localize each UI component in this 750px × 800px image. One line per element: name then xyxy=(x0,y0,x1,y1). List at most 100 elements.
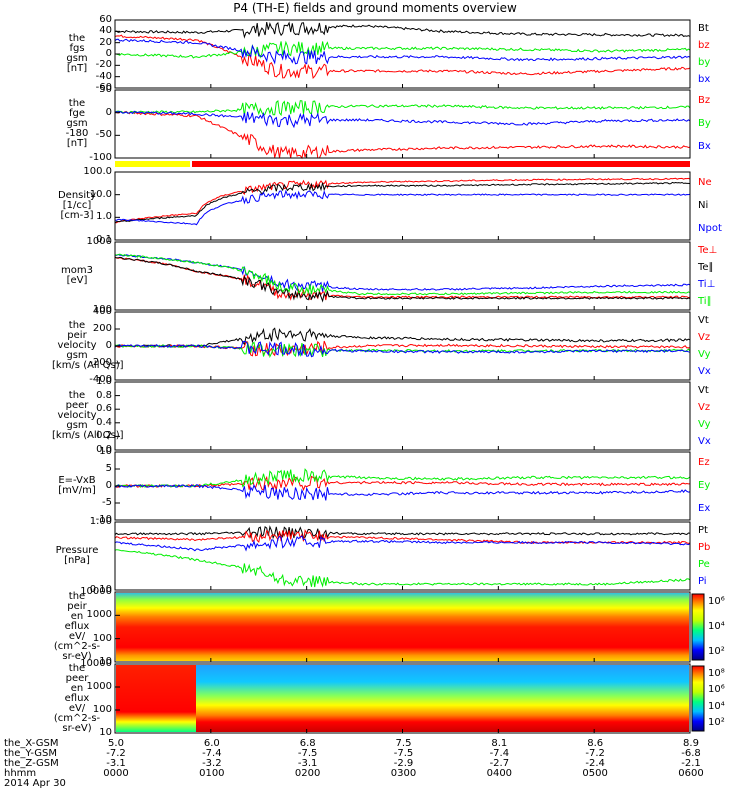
series-peir_velocity-Vx xyxy=(114,340,691,358)
xaxis-value: 0300 xyxy=(390,768,417,779)
spectrogram-peir xyxy=(116,593,689,661)
ytick-efield: -10 xyxy=(95,514,112,525)
legend-density-Npot: Npot xyxy=(698,222,722,234)
series-density-Npot xyxy=(115,189,691,226)
xaxis-value: -7.5 xyxy=(297,748,318,759)
xaxis-value: -7.2 xyxy=(585,748,605,759)
panel-frame-pressure xyxy=(114,521,691,591)
ytick-pressure: 1.00 xyxy=(89,516,112,527)
series-peir_velocity-Vt xyxy=(114,327,691,348)
xaxis-value: -2.1 xyxy=(681,758,701,769)
colorbar-tick-peir_eflux: 10² xyxy=(708,646,725,657)
ylabel-temperature: mom3 [eV] xyxy=(61,265,93,286)
colorbar-tick-peer_eflux: 10⁸ xyxy=(708,668,725,679)
xaxis-value: 0000 xyxy=(103,768,129,779)
legend-peer_velocity-Vt: Vt xyxy=(698,384,709,396)
series-density-Ne xyxy=(114,177,691,224)
xaxis-label-0: the_X-GSM xyxy=(4,738,59,749)
xaxis-value: 0500 xyxy=(582,768,608,779)
ytick-peer_eflux: 1000 xyxy=(86,681,112,692)
legend-temperature-Ti∥: Ti∥ xyxy=(698,295,712,307)
panel-frame-fgs xyxy=(114,19,691,89)
xaxis-value: -2.7 xyxy=(489,758,510,769)
ytick-peer_velocity: 1.0 xyxy=(96,376,112,387)
ytick-fgs: -20 xyxy=(95,59,112,71)
spectrogram-peer xyxy=(116,665,689,732)
ytick-peer_velocity: 0.0 xyxy=(96,444,112,455)
legend-pressure-Pi: Pi xyxy=(698,575,707,587)
series-fge-Bz xyxy=(114,110,691,160)
xaxis-label-3: hhmm xyxy=(4,768,37,779)
ytick-fge: -100 xyxy=(89,152,112,163)
series-efield-Ez xyxy=(114,475,690,492)
legend-peir_velocity-Vt: Vt xyxy=(698,314,709,326)
ytick-peir_velocity: -200 xyxy=(89,357,112,368)
xaxis-value: -7.2 xyxy=(106,748,126,759)
series-pressure-Pt xyxy=(114,525,691,541)
ytick-efield: 0 xyxy=(105,480,112,491)
legend-fge-Bz: Bz xyxy=(698,95,711,107)
legend-efield-Ex: Ex xyxy=(698,502,711,514)
ytick-peer_eflux: 100 xyxy=(92,704,112,715)
series-fgs-by xyxy=(114,40,691,59)
ytick-fge: -50 xyxy=(95,129,112,141)
ytick-fgs: 0 xyxy=(105,48,112,59)
series-fge-By xyxy=(114,100,691,117)
mode-bar-fast xyxy=(192,161,690,167)
colorbar-tick-peir_eflux: 10⁶ xyxy=(708,596,725,607)
ylabel-density: Density [1/cc] [cm-3] xyxy=(57,190,97,221)
ytick-fgs: 20 xyxy=(99,36,112,48)
legend-density-Ne: Ne xyxy=(698,177,712,189)
xaxis-value: 8.1 xyxy=(491,738,508,749)
ytick-peir_velocity: 0 xyxy=(105,340,112,351)
legend-fgs-bx: bx xyxy=(698,73,711,85)
xaxis-value: -3.1 xyxy=(106,758,126,769)
xaxis-value: -7.4 xyxy=(202,748,222,759)
legend-efield-Ez: Ez xyxy=(698,457,710,469)
legend-efield-Ey: Ey xyxy=(698,480,711,491)
xaxis-value: 0400 xyxy=(486,768,513,779)
legend-pressure-Pb: Pb xyxy=(698,541,711,553)
legend-fgs-Bt: Bt xyxy=(698,22,709,34)
ylabel-peer_eflux: the peer en eflux eV/ (cm^2-s- sr-eV) xyxy=(53,662,101,734)
legend-peer_velocity-Vy: Vy xyxy=(698,418,711,430)
series-fgs-bx xyxy=(114,38,691,65)
ylabel-peir_eflux: the peir en eflux eV/ (cm^2-s- sr-eV) xyxy=(53,591,101,662)
panel-frame-fge xyxy=(114,89,691,159)
colorbar-tick-peer_eflux: 10⁶ xyxy=(708,684,725,696)
series-fge-Bx xyxy=(114,110,691,129)
series-fgs-Bt xyxy=(114,21,691,39)
ytick-fgs: -60 xyxy=(95,82,112,93)
ytick-temperature: 1000 xyxy=(86,236,112,247)
series-temperature-Ti∥ xyxy=(114,253,691,296)
colorbar-tick-peer_eflux: 10⁴ xyxy=(708,700,725,712)
ytick-peir_velocity: 400 xyxy=(92,306,112,317)
xaxis-value: -3.2 xyxy=(202,758,222,769)
xaxis-value: 0100 xyxy=(199,768,225,779)
legend-peir_velocity-Vx: Vx xyxy=(698,365,711,377)
colorbar-tick-peer_eflux: 10² xyxy=(708,717,725,728)
ytick-peer_velocity: 0.2 xyxy=(96,430,112,442)
xaxis-label-1: the_Y-GSM xyxy=(4,748,58,759)
ylabel-peir_velocity: the peir velocity gsm [km/s (All Qs)] xyxy=(52,320,124,371)
series-peir_velocity-Vy xyxy=(114,341,691,358)
legend-fgs-by: by xyxy=(698,56,711,68)
colorbar-tick-peir_eflux: 10⁴ xyxy=(708,621,725,632)
legend-density-Ni: Ni xyxy=(698,200,709,211)
series-pressure-Pi xyxy=(114,535,691,552)
ytick-efield: 5 xyxy=(105,463,112,474)
xaxis-value: 7.5 xyxy=(395,738,412,749)
xaxis-value: 8.6 xyxy=(587,738,604,749)
series-peir_velocity-Vz xyxy=(114,340,691,357)
panel-frame-temperature xyxy=(114,241,691,311)
colorbar-peer_eflux xyxy=(691,665,705,732)
ytick-density: 0.1 xyxy=(96,234,112,245)
ytick-peer_velocity: 0.4 xyxy=(96,416,112,428)
ytick-fgs: 60 xyxy=(99,14,112,25)
xaxis-value: 0600 xyxy=(678,768,704,779)
legend-fge-Bx: Bx xyxy=(698,140,711,152)
ytick-efield: 10 xyxy=(99,446,112,457)
ytick-density: 10.0 xyxy=(89,188,112,200)
ytick-peer_eflux: 10000 xyxy=(80,658,112,669)
